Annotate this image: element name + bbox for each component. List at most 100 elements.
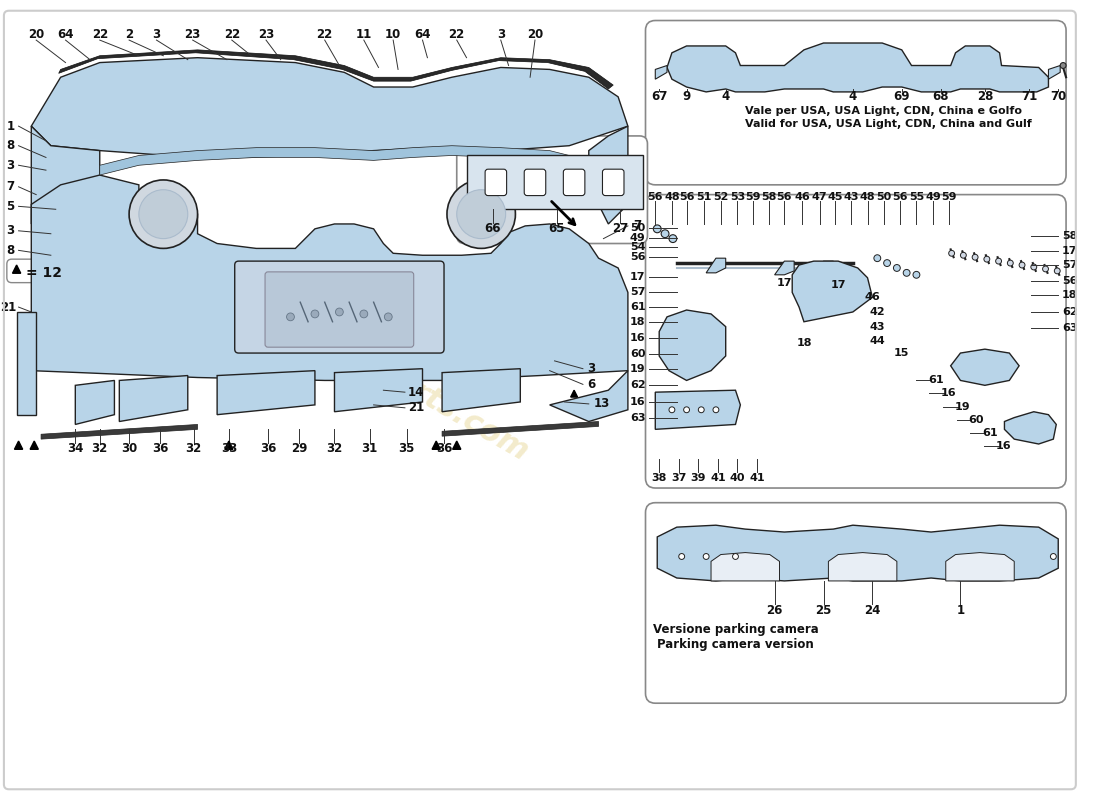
Text: 32: 32: [327, 442, 342, 455]
Text: 39: 39: [691, 474, 706, 483]
FancyBboxPatch shape: [456, 136, 648, 243]
Text: 25: 25: [815, 604, 832, 617]
Circle shape: [360, 310, 367, 318]
Circle shape: [669, 234, 676, 242]
Text: 2: 2: [125, 28, 133, 41]
FancyBboxPatch shape: [525, 169, 546, 195]
Text: 3: 3: [7, 224, 14, 238]
Circle shape: [669, 407, 674, 413]
Text: 53: 53: [729, 191, 745, 202]
Text: 49: 49: [925, 191, 940, 202]
Text: 16: 16: [940, 388, 957, 398]
FancyBboxPatch shape: [563, 169, 585, 195]
Text: 46: 46: [865, 292, 880, 302]
Circle shape: [311, 310, 319, 318]
Text: 41: 41: [749, 474, 764, 483]
Polygon shape: [334, 369, 422, 412]
Polygon shape: [706, 258, 726, 273]
Text: 22: 22: [317, 28, 333, 41]
Text: 60: 60: [968, 414, 983, 425]
Text: 7: 7: [7, 180, 14, 194]
Circle shape: [698, 407, 704, 413]
Polygon shape: [41, 425, 198, 439]
Circle shape: [948, 250, 955, 256]
Polygon shape: [466, 155, 642, 210]
FancyBboxPatch shape: [234, 261, 444, 353]
Circle shape: [960, 252, 966, 258]
Polygon shape: [814, 261, 834, 275]
Polygon shape: [75, 381, 114, 425]
Text: 34: 34: [67, 442, 84, 455]
Text: 38: 38: [651, 474, 667, 483]
Text: 3: 3: [7, 158, 14, 172]
Text: 56: 56: [892, 191, 907, 202]
Text: 32: 32: [91, 442, 108, 455]
Polygon shape: [571, 390, 578, 397]
Text: 21: 21: [408, 402, 425, 414]
Circle shape: [713, 407, 719, 413]
Polygon shape: [656, 66, 667, 79]
Text: 36: 36: [436, 442, 452, 455]
Text: 64: 64: [415, 28, 431, 41]
Text: 19: 19: [955, 402, 970, 412]
Polygon shape: [442, 369, 520, 412]
Text: 68: 68: [933, 90, 949, 103]
Polygon shape: [946, 553, 1014, 581]
Text: 50: 50: [877, 191, 892, 202]
Text: 1: 1: [956, 604, 965, 617]
Text: 1: 1: [7, 120, 14, 133]
Polygon shape: [667, 43, 1048, 92]
Text: 61: 61: [928, 375, 944, 386]
Polygon shape: [100, 146, 608, 180]
Text: 17: 17: [830, 279, 846, 290]
Text: 6: 6: [586, 378, 595, 391]
Text: 64: 64: [57, 28, 74, 41]
Text: 47: 47: [812, 191, 827, 202]
Text: 45: 45: [827, 191, 843, 202]
Text: 56: 56: [679, 191, 694, 202]
Text: precisionparts.com: precisionparts.com: [233, 275, 534, 466]
Text: 36: 36: [260, 442, 276, 455]
Text: 30: 30: [121, 442, 138, 455]
Text: 7: 7: [632, 219, 641, 233]
Text: 48: 48: [664, 191, 680, 202]
Text: 63: 63: [1063, 322, 1078, 333]
Text: 3: 3: [586, 362, 595, 375]
Text: 3: 3: [497, 28, 505, 41]
FancyBboxPatch shape: [485, 169, 507, 195]
Text: 70: 70: [1050, 90, 1066, 103]
Polygon shape: [792, 261, 872, 322]
Text: 19: 19: [630, 364, 646, 374]
Text: 46: 46: [794, 191, 810, 202]
Text: 43: 43: [843, 191, 859, 202]
Text: 18: 18: [630, 317, 646, 326]
Text: 29: 29: [292, 442, 308, 455]
Polygon shape: [656, 390, 740, 430]
Polygon shape: [828, 553, 896, 581]
Polygon shape: [58, 50, 613, 89]
Text: Vale per USA, USA Light, CDN, China e Golfo: Vale per USA, USA Light, CDN, China e Go…: [746, 106, 1022, 117]
Text: 4: 4: [849, 90, 857, 103]
Text: 22: 22: [91, 28, 108, 41]
Circle shape: [139, 190, 188, 238]
Text: 16: 16: [630, 397, 646, 407]
Text: 55: 55: [909, 191, 924, 202]
Text: 61: 61: [982, 428, 998, 438]
FancyBboxPatch shape: [7, 259, 70, 282]
Polygon shape: [442, 422, 598, 436]
Text: 26: 26: [767, 604, 783, 617]
Circle shape: [447, 180, 516, 249]
Text: 27: 27: [612, 222, 628, 235]
Circle shape: [893, 265, 900, 271]
Text: 21: 21: [0, 301, 16, 314]
Polygon shape: [119, 375, 188, 422]
Polygon shape: [774, 261, 794, 275]
Text: 31: 31: [362, 442, 377, 455]
Text: 54: 54: [630, 242, 646, 253]
Text: 59: 59: [940, 191, 956, 202]
Polygon shape: [14, 441, 23, 450]
FancyBboxPatch shape: [265, 272, 414, 347]
Text: 62: 62: [1063, 307, 1078, 317]
Text: 58: 58: [1063, 230, 1078, 241]
Text: 40: 40: [729, 474, 745, 483]
